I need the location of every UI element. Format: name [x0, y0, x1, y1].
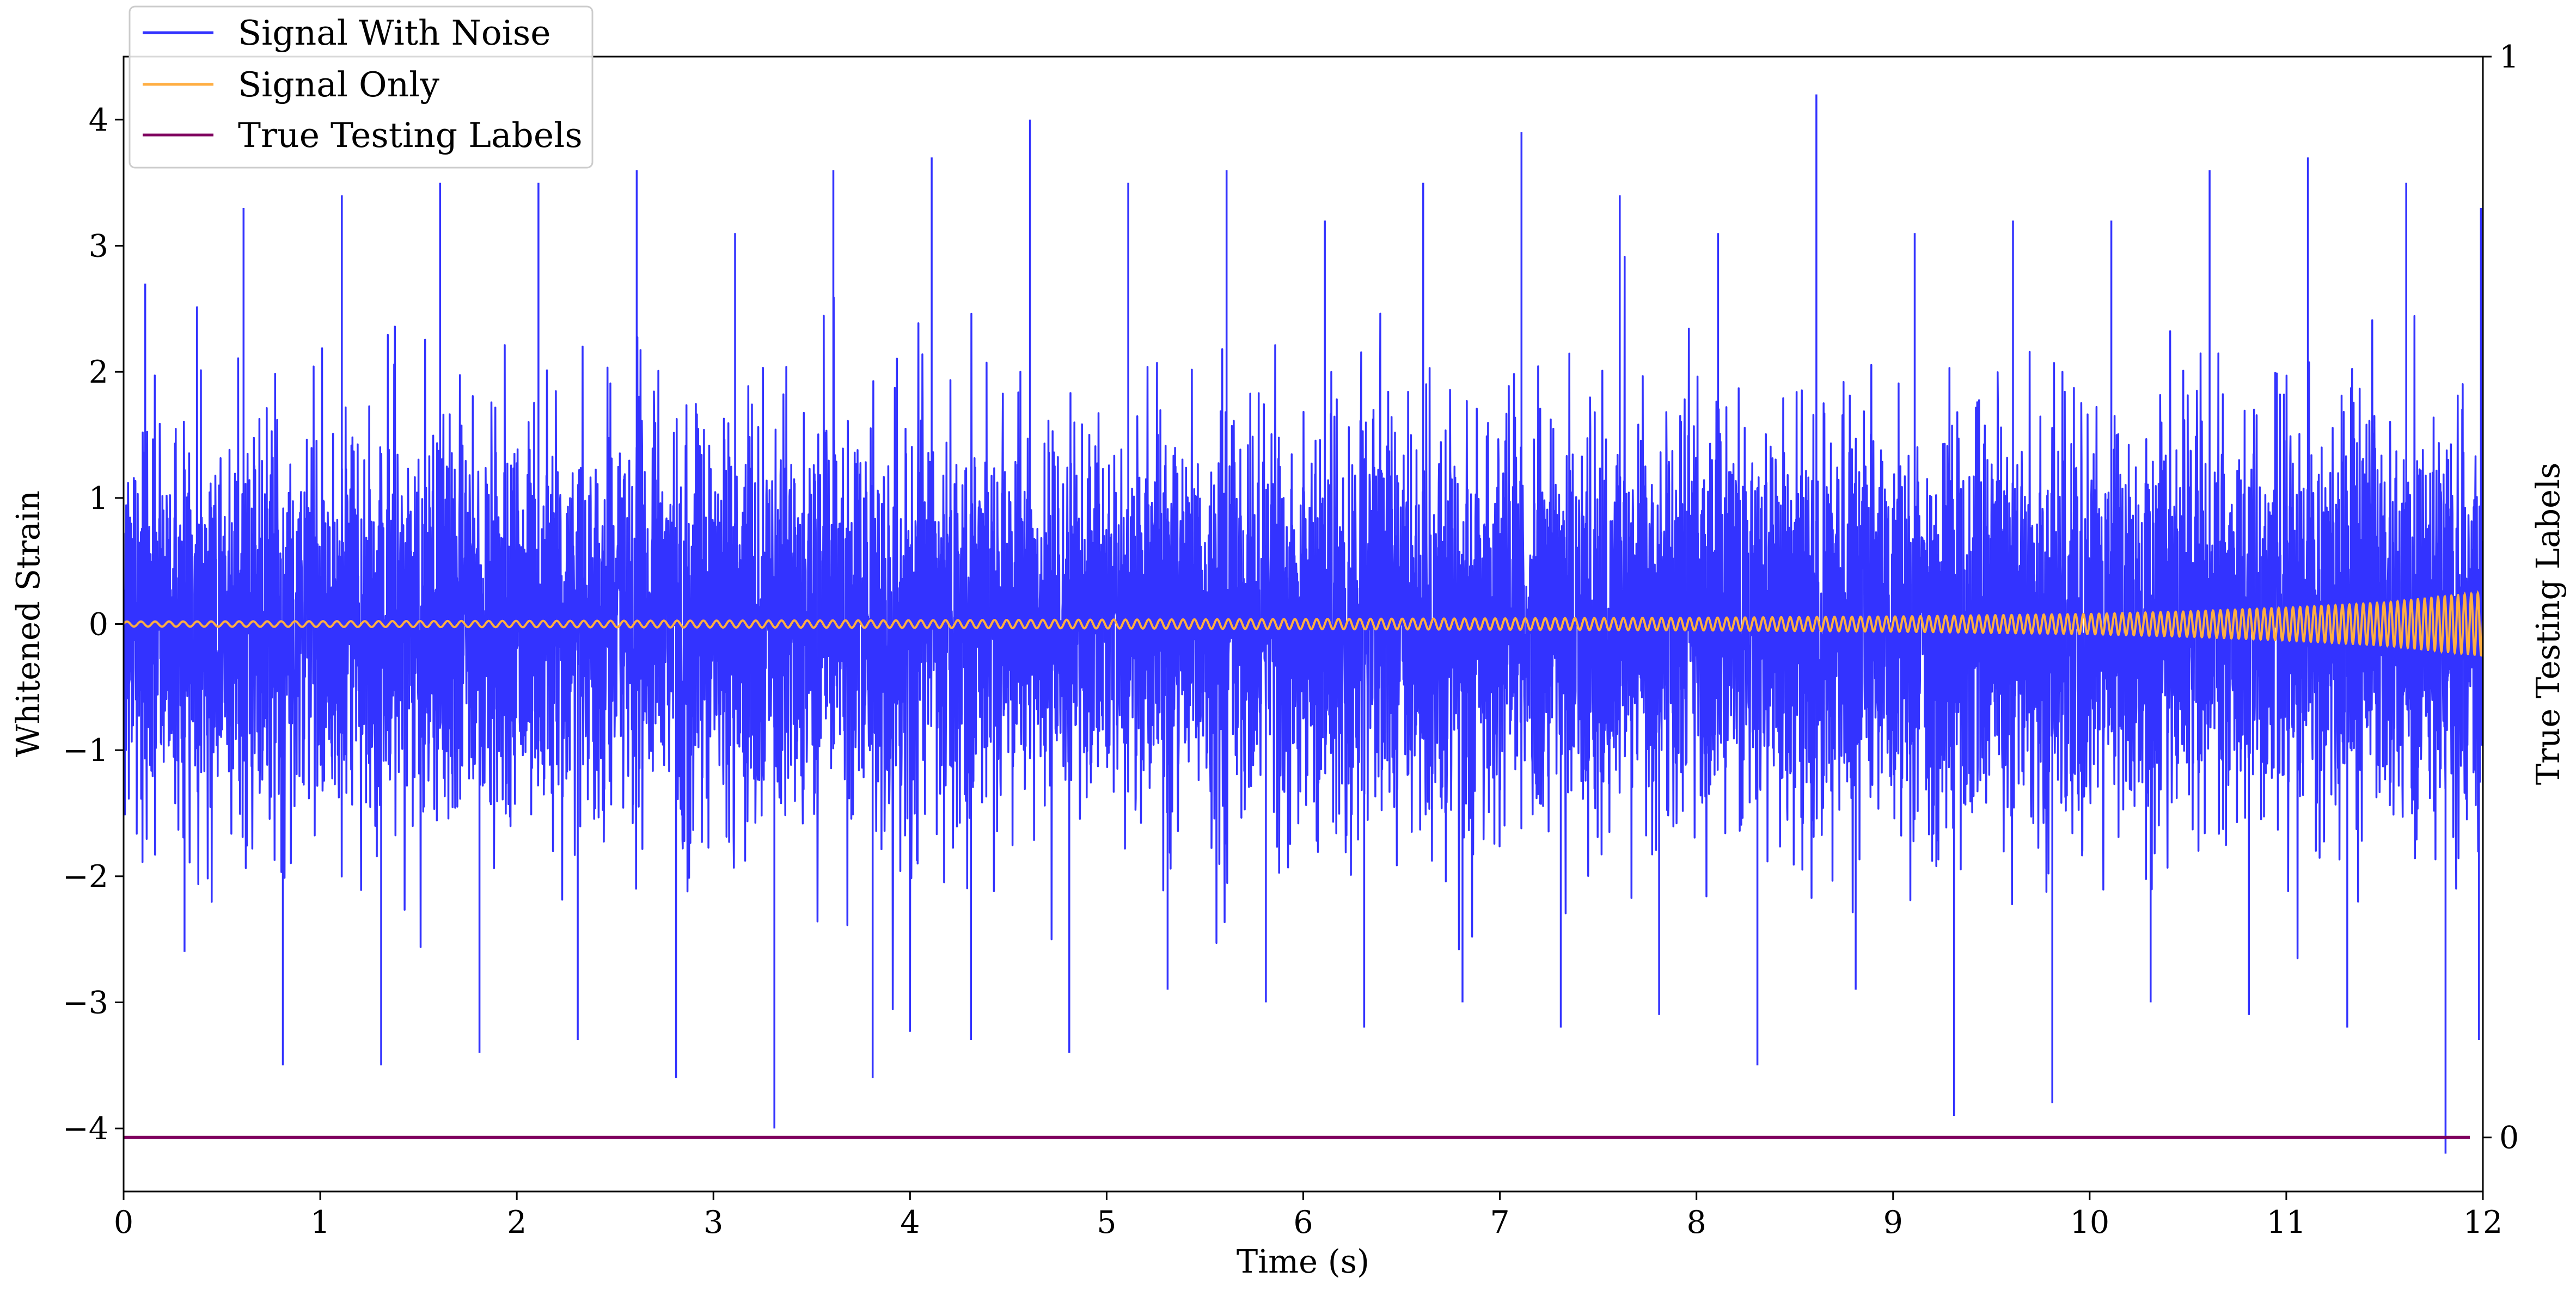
- x-tick-label: 0: [114, 1205, 133, 1240]
- legend-box: [129, 5, 593, 169]
- x-tick-label: 8: [1687, 1205, 1706, 1240]
- y-tick-label: 0: [89, 607, 108, 643]
- y-tick-label: 3: [89, 229, 108, 265]
- plot-area: [124, 94, 2483, 1154]
- y-tick-label: −3: [63, 985, 108, 1021]
- y-tick-label: −2: [63, 859, 108, 895]
- legend-label-signal-with-noise: Signal With Noise: [238, 13, 550, 53]
- x-tick-label: 11: [2267, 1205, 2306, 1240]
- x-axis-label: Time (s): [1237, 1243, 1369, 1280]
- x-axis: 0 1 2 3 4 5 6 7 8 9 10 11 12: [114, 1191, 2502, 1240]
- x-tick-label: 5: [1097, 1205, 1116, 1240]
- series-signal-only: [124, 590, 2483, 657]
- y-tick-label: 4: [89, 102, 108, 138]
- y-tick-label: −1: [63, 733, 108, 769]
- x-tick-label: 2: [507, 1205, 527, 1240]
- y-axis-label: Whitened Strain: [9, 490, 47, 757]
- x-tick-label: 1: [310, 1205, 330, 1240]
- legend: Signal With Noise Signal Only True Testi…: [129, 5, 593, 169]
- x-tick-label: 6: [1293, 1205, 1313, 1240]
- y-axis-left: −4 −3 −2 −1 0 1 2 3 4: [63, 102, 124, 1147]
- x-tick-label: 4: [900, 1205, 920, 1240]
- x-tick-label: 10: [2070, 1205, 2110, 1240]
- y2-tick-label: 0: [2499, 1120, 2519, 1156]
- legend-label-true-testing-labels: True Testing Labels: [238, 115, 583, 155]
- x-tick-label: 9: [1883, 1205, 1903, 1240]
- x-tick-label: 3: [703, 1205, 723, 1240]
- x-tick-label: 12: [2463, 1205, 2503, 1240]
- y-tick-label: −4: [63, 1111, 108, 1147]
- y2-tick-label: 1: [2499, 39, 2519, 75]
- series-signal-with-noise: [124, 94, 2483, 1154]
- y-tick-label: 2: [89, 354, 108, 390]
- y2-axis-label: True Testing Labels: [2529, 463, 2567, 785]
- y-axis-right: 01: [2483, 39, 2519, 1156]
- y-tick-label: 1: [89, 481, 108, 517]
- x-tick-label: 7: [1490, 1205, 1509, 1240]
- legend-label-signal-only: Signal Only: [238, 65, 439, 105]
